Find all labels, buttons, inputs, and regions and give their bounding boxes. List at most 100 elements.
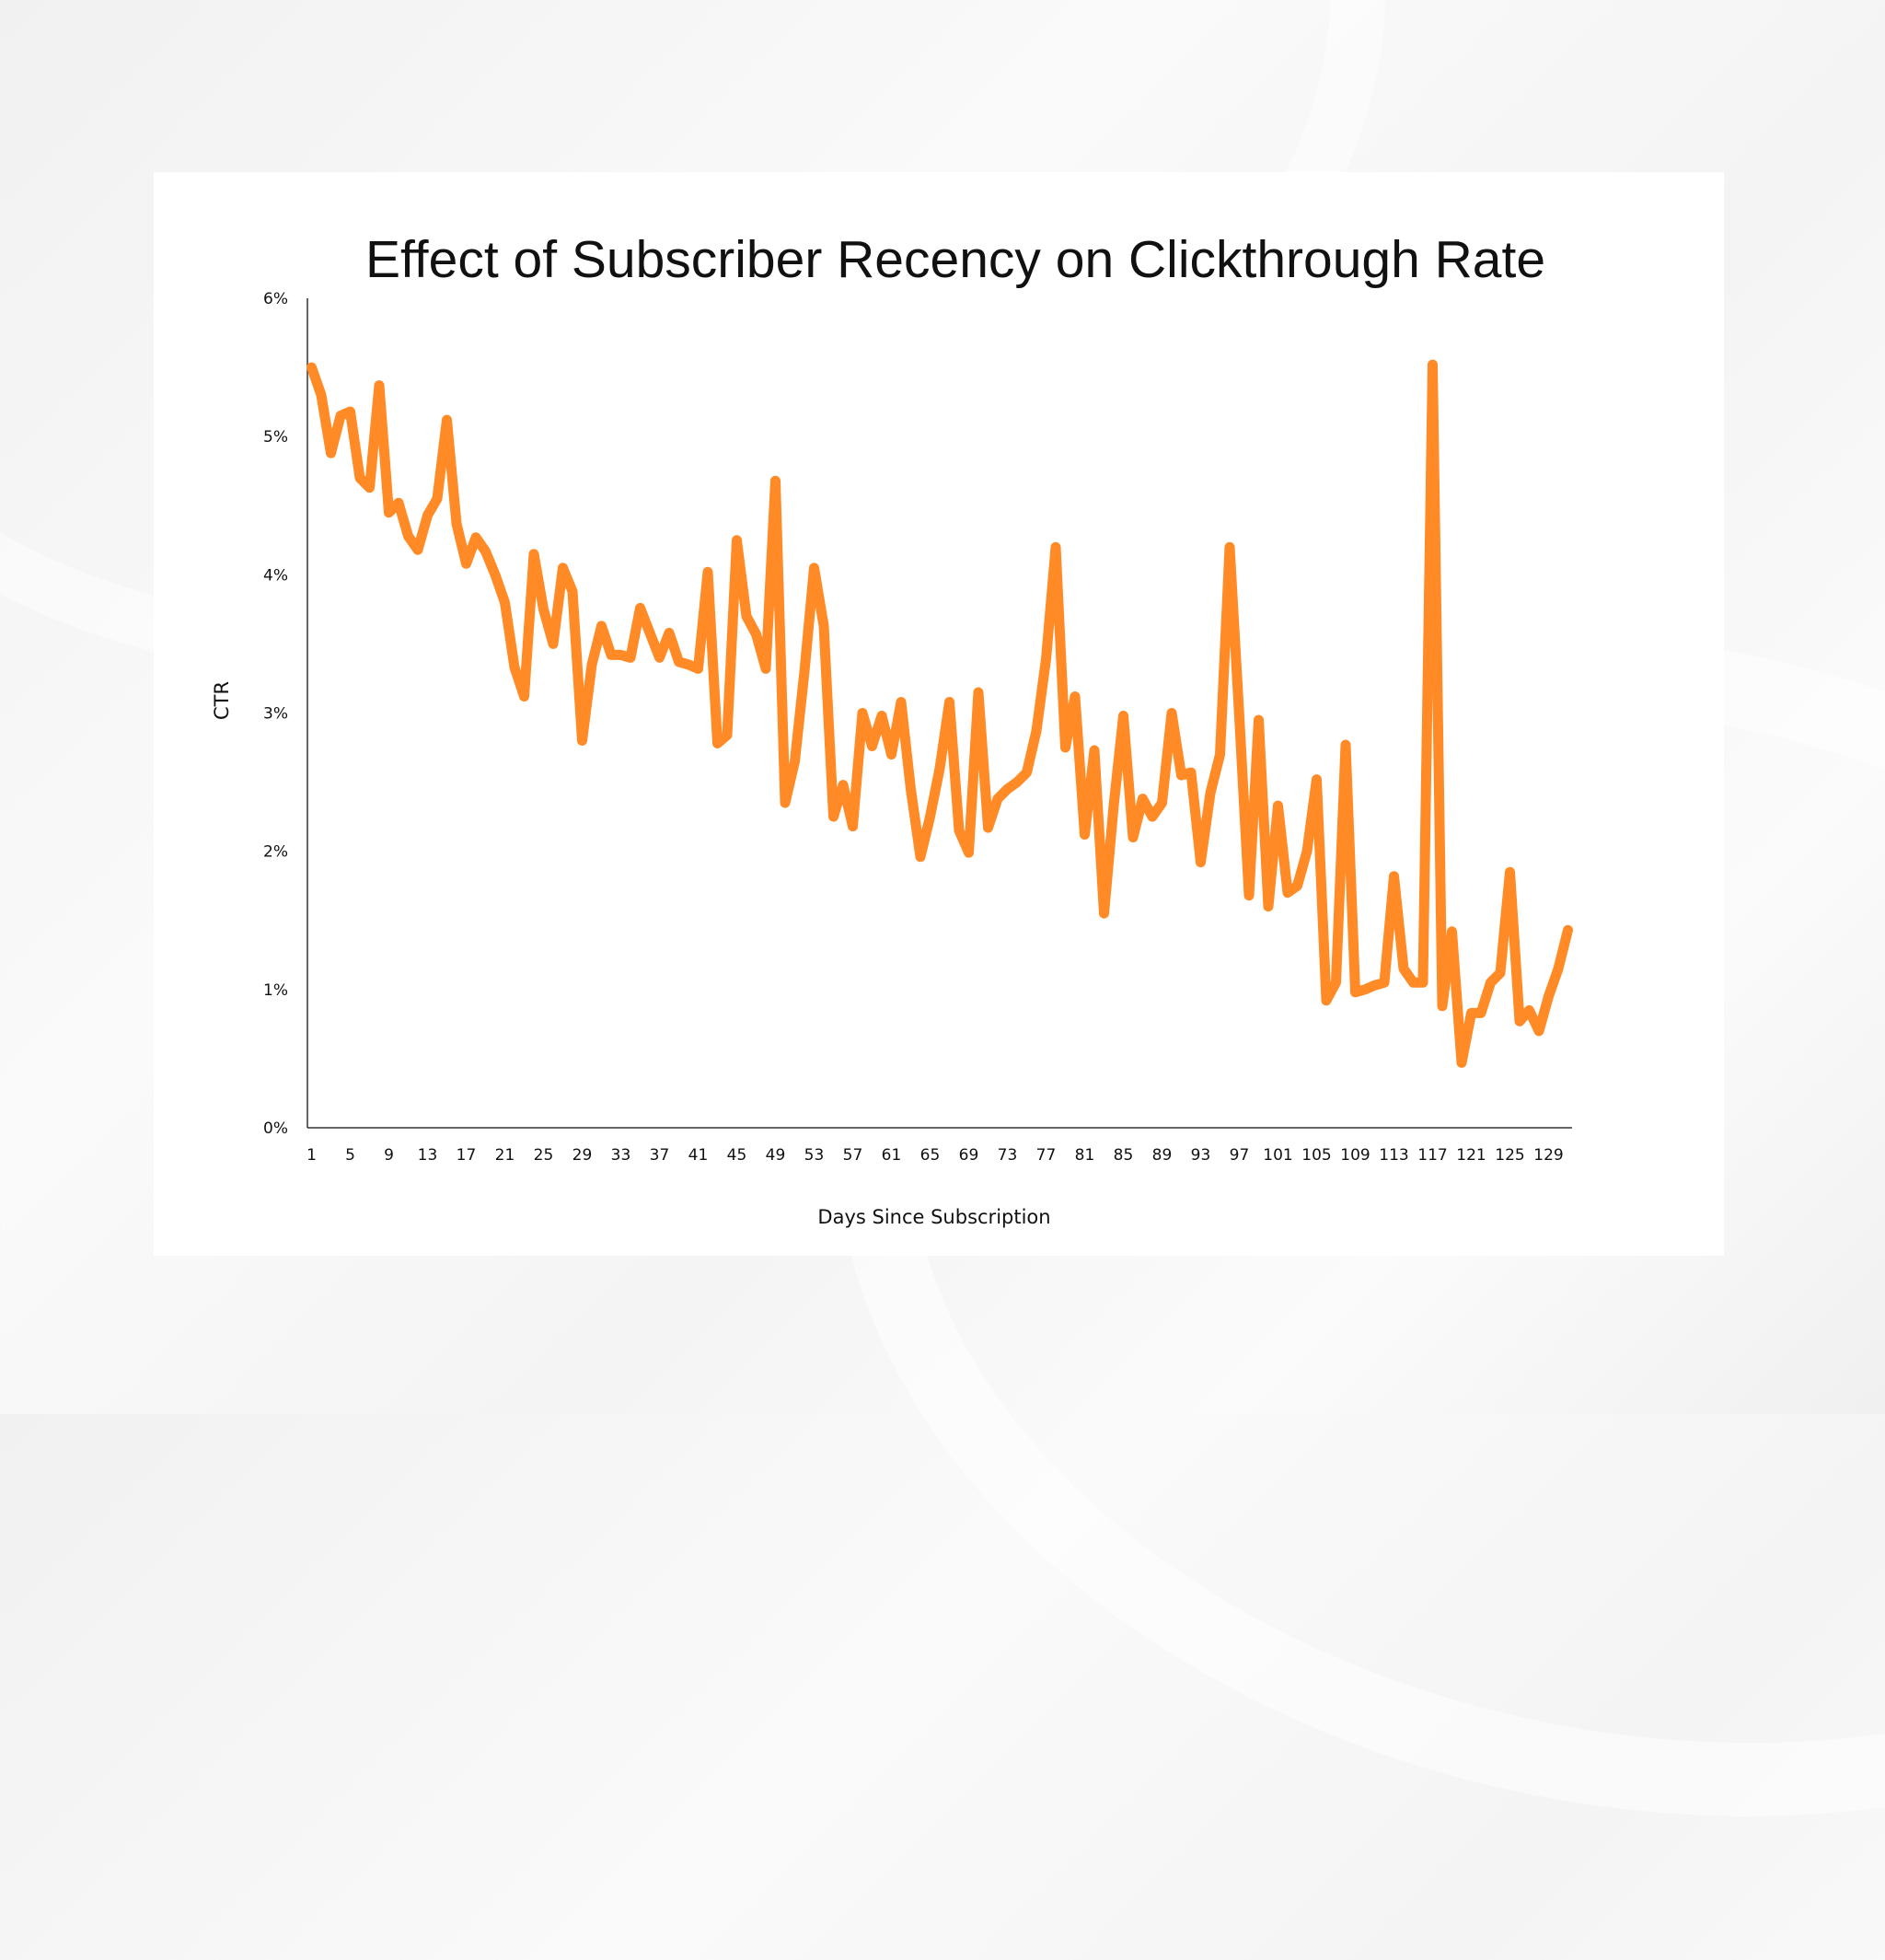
ctr-point-day-121 xyxy=(1469,1010,1474,1015)
ctr-point-day-20 xyxy=(492,572,498,577)
ctr-point-day-73 xyxy=(1005,786,1011,792)
ctr-point-day-55 xyxy=(831,814,837,819)
ctr-point-day-113 xyxy=(1392,874,1397,879)
ctr-point-day-47 xyxy=(754,632,759,637)
y-tick-label: 5% xyxy=(263,428,288,447)
ctr-point-day-28 xyxy=(570,588,575,594)
ctr-point-day-35 xyxy=(638,605,643,610)
ctr-point-day-54 xyxy=(821,623,827,629)
ctr-point-day-116 xyxy=(1420,980,1426,985)
ctr-point-day-77 xyxy=(1044,656,1049,662)
x-tick-label: 101 xyxy=(1263,1146,1292,1165)
ctr-point-day-96 xyxy=(1227,544,1232,550)
ctr-point-day-2 xyxy=(318,392,324,398)
ctr-point-day-109 xyxy=(1353,990,1359,995)
ctr-point-day-107 xyxy=(1334,980,1339,985)
ctr-point-day-59 xyxy=(870,744,875,749)
ctr-point-day-100 xyxy=(1266,904,1271,910)
x-tick-label: 125 xyxy=(1495,1146,1524,1165)
y-axis-title: CTR xyxy=(211,681,233,720)
chart-card: Effect of Subscriber Recency on Clickthr… xyxy=(154,172,1724,1256)
ctr-point-day-74 xyxy=(1014,780,1020,785)
ctr-point-day-87 xyxy=(1140,796,1146,802)
x-tick-label: 105 xyxy=(1301,1146,1331,1165)
x-tick-label: 33 xyxy=(611,1146,631,1165)
ctr-point-day-72 xyxy=(995,796,1000,802)
y-tick-label: 6% xyxy=(263,290,288,308)
ctr-point-day-110 xyxy=(1362,987,1368,992)
ctr-point-day-62 xyxy=(898,700,904,705)
ctr-point-day-95 xyxy=(1218,752,1223,758)
ctr-point-day-49 xyxy=(773,478,779,483)
ctr-point-day-99 xyxy=(1256,717,1262,723)
ctr-point-day-115 xyxy=(1411,980,1417,985)
ctr-point-day-18 xyxy=(473,535,479,540)
ctr-point-day-90 xyxy=(1169,711,1174,716)
y-tick-label: 0% xyxy=(263,1119,288,1138)
ctr-point-day-13 xyxy=(425,513,431,518)
x-tick-label: 113 xyxy=(1379,1146,1408,1165)
ctr-point-day-91 xyxy=(1179,772,1185,778)
ctr-point-day-25 xyxy=(541,607,547,612)
ctr-point-day-7 xyxy=(367,485,373,491)
x-tick-label: 93 xyxy=(1191,1146,1211,1165)
ctr-point-day-108 xyxy=(1343,742,1348,748)
ctr-point-day-52 xyxy=(802,669,807,675)
ctr-point-day-63 xyxy=(908,786,914,792)
x-tick-label: 109 xyxy=(1340,1146,1370,1165)
ctr-point-day-31 xyxy=(599,623,605,629)
ctr-point-day-118 xyxy=(1440,1003,1445,1009)
ctr-point-day-81 xyxy=(1082,832,1088,838)
ctr-point-day-85 xyxy=(1121,713,1127,719)
x-tick-label: 25 xyxy=(534,1146,554,1165)
ctr-point-day-127 xyxy=(1527,1007,1532,1013)
ctr-point-day-98 xyxy=(1246,893,1252,899)
x-tick-label: 45 xyxy=(727,1146,747,1165)
ctr-point-day-93 xyxy=(1198,860,1204,865)
ctr-point-day-106 xyxy=(1324,998,1329,1003)
ctr-point-day-39 xyxy=(677,659,682,665)
ctr-point-day-58 xyxy=(860,711,865,716)
ctr-point-day-1 xyxy=(309,365,315,370)
x-tick-label: 41 xyxy=(688,1146,709,1165)
ctr-point-day-94 xyxy=(1208,791,1213,796)
ctr-point-day-83 xyxy=(1102,910,1107,916)
ctr-series-line xyxy=(306,359,1573,1068)
ctr-point-day-75 xyxy=(1024,770,1030,775)
ctr-point-day-19 xyxy=(483,549,489,554)
ctr-point-day-43 xyxy=(715,741,721,747)
ctr-point-day-38 xyxy=(666,630,672,635)
x-tick-label: 57 xyxy=(843,1146,863,1165)
ctr-point-day-78 xyxy=(1053,544,1058,550)
ctr-point-day-36 xyxy=(647,630,653,635)
ctr-point-day-15 xyxy=(445,417,450,423)
x-tick-label: 13 xyxy=(418,1146,438,1165)
ctr-point-day-80 xyxy=(1072,694,1078,700)
ctr-point-day-23 xyxy=(522,694,527,700)
ctr-point-day-57 xyxy=(850,824,856,829)
ctr-point-day-117 xyxy=(1430,362,1436,367)
x-tick-label: 65 xyxy=(920,1146,941,1165)
ctr-point-day-122 xyxy=(1478,1010,1484,1015)
ctr-point-day-14 xyxy=(434,496,440,502)
ctr-point-day-129 xyxy=(1546,993,1552,999)
x-tick-label: 61 xyxy=(882,1146,902,1165)
ctr-point-day-65 xyxy=(928,814,933,819)
ctr-point-day-8 xyxy=(376,383,382,389)
ctr-point-day-88 xyxy=(1150,814,1155,819)
ctr-point-day-40 xyxy=(686,662,691,667)
ctr-point-day-124 xyxy=(1498,970,1503,976)
ctr-point-day-5 xyxy=(348,409,353,414)
x-tick-label: 69 xyxy=(959,1146,979,1165)
ctr-point-day-79 xyxy=(1063,745,1069,750)
x-tick-label: 129 xyxy=(1533,1146,1563,1165)
ctr-point-day-126 xyxy=(1517,1018,1522,1024)
ctr-point-day-123 xyxy=(1488,980,1494,985)
ctr-point-day-68 xyxy=(956,828,962,833)
ctr-point-day-26 xyxy=(550,641,556,646)
ctr-point-day-53 xyxy=(812,565,817,571)
ctr-point-day-51 xyxy=(792,759,798,764)
ctr-point-day-60 xyxy=(879,713,885,719)
ctr-point-day-131 xyxy=(1566,927,1571,933)
y-tick-label: 4% xyxy=(263,566,288,585)
